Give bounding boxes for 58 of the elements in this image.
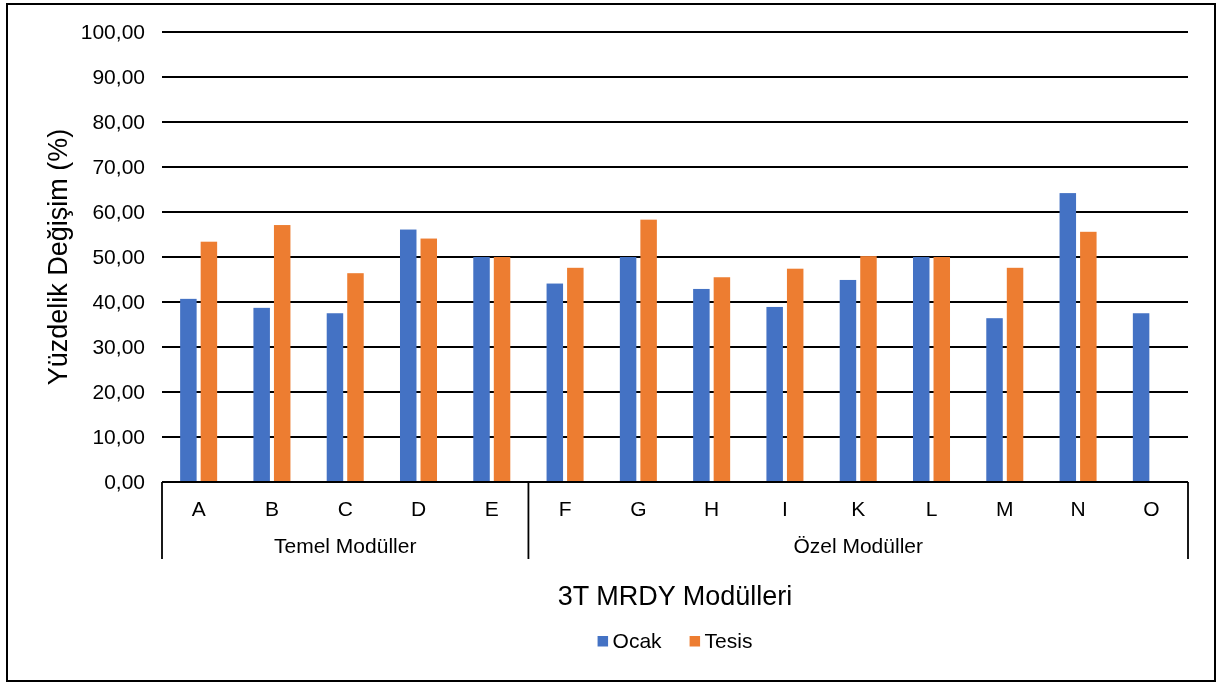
x-tick-label: O [1143, 497, 1160, 520]
x-tick-label: B [264, 497, 279, 520]
y-tick-label: 100,00 [80, 20, 145, 44]
bar [1059, 193, 1077, 482]
bar [473, 257, 490, 482]
y-tick-label: 50,00 [92, 245, 145, 269]
bar [713, 277, 731, 482]
y-tick-label: 60,00 [92, 200, 145, 224]
text: Temel Modüller [274, 534, 417, 557]
bar [786, 268, 804, 482]
bar [273, 225, 291, 482]
y-tick-label: 10,00 [92, 425, 145, 449]
x-tick-label: E [484, 497, 499, 520]
bar [766, 306, 783, 482]
bar [420, 238, 437, 482]
bar [693, 288, 710, 482]
bar [200, 241, 218, 482]
x-tick-label: C [337, 497, 353, 520]
bar [933, 257, 950, 482]
bar [860, 256, 877, 482]
bar [1132, 313, 1150, 482]
x-axis-title: 3T MRDY Modülleri [557, 581, 793, 611]
y-tick-label: 70,00 [92, 155, 145, 179]
bar [640, 219, 657, 482]
bar [913, 257, 930, 482]
x-tick-label: L [925, 497, 938, 520]
bar [347, 273, 364, 482]
bar [400, 229, 417, 482]
bar [493, 257, 511, 482]
bar [839, 279, 857, 482]
x-tick-label: N [1070, 497, 1086, 520]
bar [546, 283, 564, 482]
legend-label: Ocak [612, 629, 663, 652]
y-tick-label: 0,00 [104, 470, 145, 494]
x-tick-label: F [558, 497, 572, 520]
x-tick-label: H [704, 497, 720, 520]
y-tick-label: 90,00 [92, 65, 145, 89]
y-tick-label: 40,00 [92, 290, 145, 314]
y-axis-title: Yüzdelik Değişim (%) [43, 128, 73, 386]
bar [253, 307, 270, 482]
bar [619, 257, 637, 482]
x-tick-label: I [782, 497, 788, 520]
x-tick-label: G [630, 497, 647, 520]
bar [180, 298, 197, 482]
x-tick-label: D [410, 497, 427, 520]
bar [1080, 231, 1097, 482]
x-tick-label: A [191, 497, 206, 520]
y-tick-label: 30,00 [92, 335, 145, 359]
y-tick-label: 80,00 [92, 110, 145, 134]
legend-label: Tesis [704, 629, 753, 652]
bar [986, 318, 1003, 482]
bar [1006, 267, 1024, 482]
x-tick-label: K [851, 497, 866, 520]
bar [567, 267, 584, 482]
y-tick-label: 20,00 [92, 380, 145, 404]
text: Özel Modüller [793, 534, 923, 557]
bar [326, 313, 344, 482]
x-tick-label: M [996, 497, 1014, 520]
